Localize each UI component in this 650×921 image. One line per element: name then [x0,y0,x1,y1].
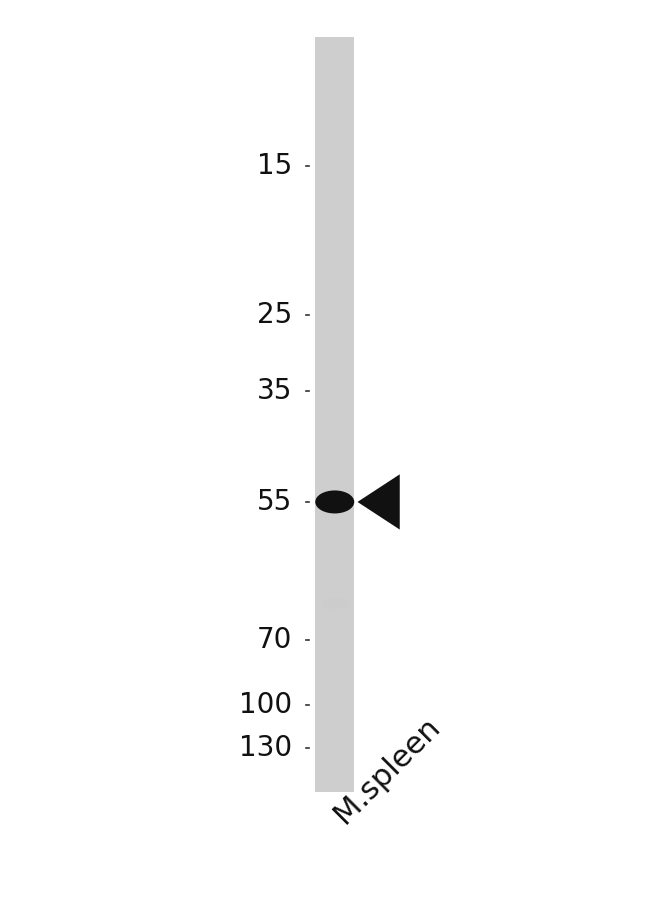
Text: 25: 25 [257,301,292,329]
Ellipse shape [321,598,348,609]
Text: 100: 100 [239,692,292,719]
Text: 35: 35 [257,378,292,405]
Text: 55: 55 [257,488,292,516]
Text: 15: 15 [257,152,292,180]
Polygon shape [358,474,400,530]
Text: M.spleen: M.spleen [328,712,445,829]
Text: 70: 70 [257,626,292,654]
Ellipse shape [315,490,354,514]
Bar [315,37,354,792]
Text: 130: 130 [239,734,292,762]
